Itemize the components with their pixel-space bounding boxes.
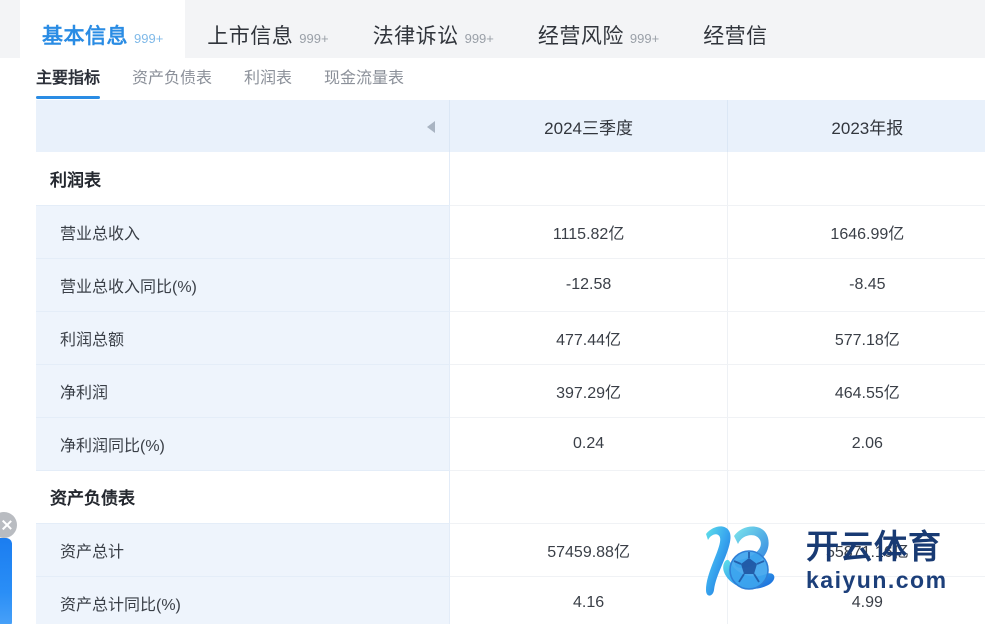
table-body: 利润表 营业总收入 1115.82亿 1646.99亿 营业总收入同比(%) -… [36, 152, 985, 624]
row-label: 净利润同比(%) [36, 417, 450, 471]
subtab-cash-flow-statement[interactable]: 现金流量表 [324, 70, 405, 87]
table-header-row: 2024三季度 2023年报 [36, 100, 985, 152]
table-row: 资产总计 57459.88亿 55871.16亿 [36, 523, 985, 577]
row-label: 净利润 [36, 364, 450, 418]
tab-label: 基本信息 [42, 25, 128, 48]
financial-table-container: 2024三季度 2023年报 利润表 营业总收入 1115.82亿 1646.9… [0, 100, 985, 624]
table-section-row-balance-sheet: 资产负债表 [36, 470, 985, 524]
row-value: 4.16 [449, 576, 729, 624]
tab-badge: 999+ [299, 30, 329, 46]
tab-badge: 999+ [134, 30, 164, 46]
table-header: 2024三季度 2023年报 [36, 100, 985, 152]
financial-indicators-table: 2024三季度 2023年报 利润表 营业总收入 1115.82亿 1646.9… [36, 100, 985, 624]
tab-label: 上市信息 [207, 25, 294, 48]
subtab-balance-sheet[interactable]: 资产负债表 [132, 70, 213, 87]
row-value [727, 470, 985, 524]
subtab-main-indicators[interactable]: 主要指标 [36, 58, 101, 99]
row-value: 55871.16亿 [727, 523, 985, 577]
row-value: -12.58 [449, 258, 729, 312]
table-row: 营业总收入同比(%) -12.58 -8.45 [36, 258, 985, 312]
table-row: 资产总计同比(%) 4.16 4.99 [36, 576, 985, 624]
row-value [727, 152, 985, 206]
row-label: 营业总收入 [36, 205, 450, 259]
table-corner-cell [36, 100, 450, 152]
tab-label: 经营信 [703, 25, 768, 48]
row-value [449, 470, 729, 524]
column-header-2024q3[interactable]: 2024三季度 [449, 100, 729, 152]
tab-listing-info[interactable]: 上市信息 999+ [185, 0, 350, 70]
subtab-income-statement[interactable]: 利润表 [244, 70, 293, 87]
tab-badge: 999+ [464, 30, 494, 46]
row-label: 营业总收入同比(%) [36, 258, 450, 312]
sub-tab-bar: 主要指标 资产负债表 利润表 现金流量表 [0, 58, 985, 100]
tab-label: 法律诉讼 [372, 25, 459, 48]
tab-badge: 999+ [629, 30, 660, 46]
floating-side-panel[interactable] [0, 538, 12, 624]
tab-label: 经营风险 [537, 25, 624, 48]
row-value: 0.24 [449, 417, 729, 471]
table-row: 净利润 397.29亿 464.55亿 [36, 364, 985, 418]
row-value: -8.45 [727, 258, 985, 312]
row-label: 资产负债表 [36, 470, 450, 524]
table-section-row-income-statement: 利润表 [36, 152, 985, 206]
row-value: 57459.88亿 [449, 523, 729, 577]
row-value: 1115.82亿 [449, 205, 729, 259]
row-value: 577.18亿 [727, 311, 985, 365]
tab-business-information[interactable]: 经营信 [681, 0, 796, 70]
row-label: 资产总计同比(%) [36, 576, 450, 624]
tab-business-risk[interactable]: 经营风险 999+ [516, 0, 681, 70]
row-value [449, 152, 729, 206]
table-row: 利润总额 477.44亿 577.18亿 [36, 311, 985, 365]
row-value: 2.06 [727, 417, 985, 471]
row-label: 资产总计 [36, 523, 450, 577]
row-value: 464.55亿 [727, 364, 985, 418]
row-label: 利润总额 [36, 311, 450, 365]
table-row: 净利润同比(%) 0.24 2.06 [36, 417, 985, 471]
tab-legal-litigation[interactable]: 法律诉讼 999+ [351, 0, 516, 70]
caret-left-icon[interactable] [426, 120, 435, 133]
row-value: 4.99 [727, 576, 985, 624]
row-label: 利润表 [36, 152, 450, 206]
row-value: 397.29亿 [449, 364, 729, 418]
column-header-2023annual[interactable]: 2023年报 [727, 100, 985, 152]
row-value: 477.44亿 [449, 311, 729, 365]
row-value: 1646.99亿 [727, 205, 985, 259]
table-row: 营业总收入 1115.82亿 1646.99亿 [36, 205, 985, 259]
close-icon[interactable] [0, 512, 17, 538]
